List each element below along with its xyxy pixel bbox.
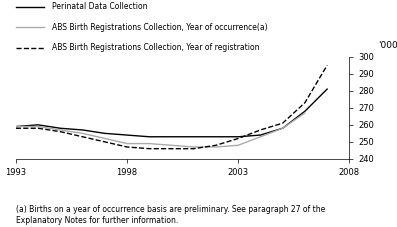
ABS Birth Registrations Collection, Year of registration [325, 64, 330, 67]
ABS Birth Registrations Collection, Year of registration [191, 147, 196, 150]
Text: (a) Births on a year of occurrence basis are preliminary. See paragraph 27 of th: (a) Births on a year of occurrence basis… [16, 205, 325, 225]
ABS Birth Registrations Collection, Year of occurrence(a) [236, 144, 241, 147]
Text: '000: '000 [378, 41, 397, 49]
Perinatal Data Collection [147, 135, 152, 138]
Perinatal Data Collection [325, 88, 330, 90]
Perinatal Data Collection [214, 135, 218, 138]
Perinatal Data Collection [80, 128, 85, 131]
ABS Birth Registrations Collection, Year of occurrence(a) [102, 137, 107, 140]
ABS Birth Registrations Collection, Year of occurrence(a) [214, 146, 218, 148]
ABS Birth Registrations Collection, Year of registration [102, 141, 107, 143]
Perinatal Data Collection [125, 134, 129, 136]
ABS Birth Registrations Collection, Year of registration [36, 127, 40, 130]
ABS Birth Registrations Collection, Year of occurrence(a) [169, 144, 174, 147]
Text: ABS Birth Registrations Collection, Year of registration: ABS Birth Registrations Collection, Year… [52, 43, 259, 52]
ABS Birth Registrations Collection, Year of registration [125, 146, 129, 148]
Perinatal Data Collection [36, 123, 40, 126]
Text: Perinatal Data Collection: Perinatal Data Collection [52, 2, 147, 11]
ABS Birth Registrations Collection, Year of occurrence(a) [58, 128, 63, 131]
Perinatal Data Collection [13, 125, 18, 128]
Perinatal Data Collection [169, 135, 174, 138]
Perinatal Data Collection [58, 127, 63, 130]
ABS Birth Registrations Collection, Year of occurrence(a) [303, 111, 307, 114]
ABS Birth Registrations Collection, Year of registration [147, 147, 152, 150]
ABS Birth Registrations Collection, Year of registration [80, 135, 85, 138]
Perinatal Data Collection [102, 132, 107, 135]
ABS Birth Registrations Collection, Year of registration [169, 147, 174, 150]
ABS Birth Registrations Collection, Year of occurrence(a) [13, 125, 18, 128]
Perinatal Data Collection [258, 134, 263, 136]
ABS Birth Registrations Collection, Year of occurrence(a) [280, 127, 285, 130]
ABS Birth Registrations Collection, Year of occurrence(a) [258, 135, 263, 138]
ABS Birth Registrations Collection, Year of occurrence(a) [36, 125, 40, 128]
ABS Birth Registrations Collection, Year of registration [303, 101, 307, 104]
ABS Birth Registrations Collection, Year of registration [280, 122, 285, 124]
ABS Birth Registrations Collection, Year of registration [214, 144, 218, 147]
Text: ABS Birth Registrations Collection, Year of occurrence(a): ABS Birth Registrations Collection, Year… [52, 23, 267, 32]
ABS Birth Registrations Collection, Year of registration [58, 130, 63, 133]
ABS Birth Registrations Collection, Year of occurrence(a) [147, 142, 152, 145]
ABS Birth Registrations Collection, Year of occurrence(a) [80, 132, 85, 135]
Perinatal Data Collection [303, 110, 307, 113]
ABS Birth Registrations Collection, Year of occurrence(a) [191, 146, 196, 148]
ABS Birth Registrations Collection, Year of occurrence(a) [125, 142, 129, 145]
ABS Birth Registrations Collection, Year of registration [258, 128, 263, 131]
Perinatal Data Collection [191, 135, 196, 138]
Line: Perinatal Data Collection: Perinatal Data Collection [16, 89, 327, 137]
Line: ABS Birth Registrations Collection, Year of occurrence(a): ABS Birth Registrations Collection, Year… [16, 113, 305, 147]
Line: ABS Birth Registrations Collection, Year of registration: ABS Birth Registrations Collection, Year… [16, 65, 327, 149]
ABS Birth Registrations Collection, Year of registration [236, 137, 241, 140]
Perinatal Data Collection [280, 127, 285, 130]
ABS Birth Registrations Collection, Year of registration [13, 127, 18, 130]
Perinatal Data Collection [236, 135, 241, 138]
